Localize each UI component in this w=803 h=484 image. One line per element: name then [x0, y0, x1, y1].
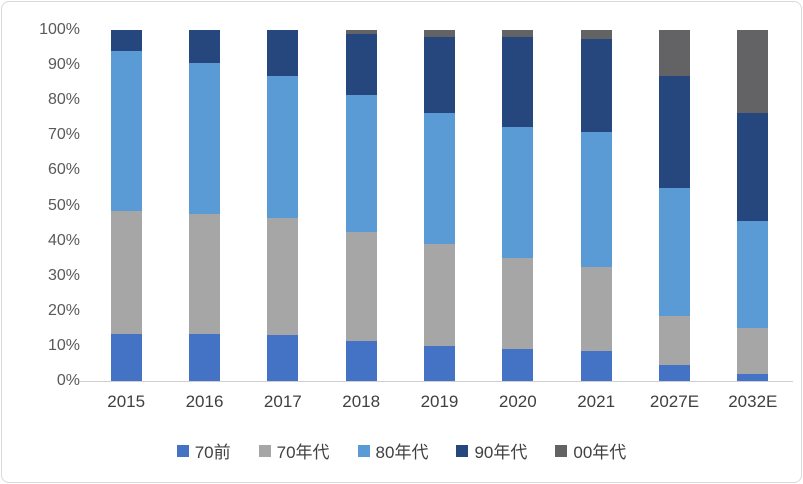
y-tick-label: 40%	[47, 231, 80, 249]
bar-segment-80年代[interactable]	[658, 187, 690, 317]
legend-label: 90年代	[474, 443, 528, 462]
bar-segment-70前[interactable]	[267, 335, 299, 381]
legend-label: 70年代	[276, 443, 330, 462]
bar-2027E[interactable]	[658, 30, 690, 381]
bar-segment-00年代[interactable]	[423, 30, 455, 38]
legend-item-00年代[interactable]: 00年代	[555, 438, 626, 463]
x-tick-label: 2021	[577, 392, 616, 411]
bar-segment-70年代[interactable]	[267, 217, 299, 336]
bar-2020[interactable]	[502, 30, 534, 381]
bar-2021[interactable]	[580, 30, 612, 381]
legend-label: 70前	[194, 443, 231, 462]
legend-label: 00年代	[573, 443, 627, 462]
bar-segment-90年代[interactable]	[110, 30, 142, 52]
bar-segment-90年代[interactable]	[423, 37, 455, 113]
bar-2017[interactable]	[267, 30, 299, 381]
bar-segment-80年代[interactable]	[737, 221, 769, 329]
bar-segment-90年代[interactable]	[267, 30, 299, 76]
bar-segment-70前[interactable]	[580, 351, 612, 381]
bar-segment-70年代[interactable]	[423, 244, 455, 346]
legend-swatch-icon	[176, 444, 189, 457]
bar-segment-00年代[interactable]	[580, 30, 612, 39]
y-tick-label: 30%	[47, 266, 80, 284]
bar-segment-80年代[interactable]	[502, 126, 534, 259]
legend-swatch-icon	[555, 444, 568, 457]
bar-segment-70前[interactable]	[188, 333, 220, 381]
bar-segment-00年代[interactable]	[345, 30, 377, 34]
bar-segment-90年代[interactable]	[345, 33, 377, 95]
legend-item-70前[interactable]: 70前	[176, 438, 231, 463]
bar-segment-80年代[interactable]	[345, 94, 377, 232]
x-tick-label: 2027E	[649, 392, 700, 411]
bar-segment-70年代[interactable]	[110, 210, 142, 334]
bar-segment-70前[interactable]	[502, 349, 534, 381]
bar-segment-90年代[interactable]	[580, 38, 612, 132]
y-tick-label: 100%	[39, 21, 80, 38]
bar-2015[interactable]	[110, 30, 142, 381]
y-tick-label: 10%	[47, 336, 80, 354]
legend: 70前 70年代 80年代 90年代 00年代	[2, 438, 801, 463]
plot-area	[87, 30, 792, 381]
bar-segment-90年代[interactable]	[502, 37, 534, 127]
bar-2016[interactable]	[188, 30, 220, 381]
bar-segment-00年代[interactable]	[658, 30, 690, 76]
y-tick-label: 90%	[47, 56, 80, 74]
bar-segment-80年代[interactable]	[110, 51, 142, 211]
bar-segment-70年代[interactable]	[658, 316, 690, 366]
bar-segment-80年代[interactable]	[188, 63, 220, 215]
bar-2018[interactable]	[345, 30, 377, 381]
bar-segment-00年代[interactable]	[502, 30, 534, 38]
bar-segment-70前[interactable]	[423, 345, 455, 381]
bar-segment-70年代[interactable]	[345, 231, 377, 341]
bar-segment-70前[interactable]	[658, 365, 690, 381]
y-tick-label: 60%	[47, 161, 80, 179]
bar-segment-90年代[interactable]	[188, 30, 220, 64]
x-tick-label: 2020	[498, 392, 537, 411]
bar-segment-70年代[interactable]	[502, 258, 534, 350]
legend-item-70年代[interactable]: 70年代	[258, 438, 330, 463]
x-tick-label: 2015	[107, 392, 146, 411]
bar-segment-70前[interactable]	[110, 333, 142, 381]
legend-item-80年代[interactable]: 80年代	[357, 438, 429, 463]
y-tick-label: 70%	[47, 126, 80, 144]
legend-swatch-icon	[258, 444, 271, 457]
bar-segment-80年代[interactable]	[267, 75, 299, 218]
legend-label: 80年代	[375, 443, 429, 462]
x-axis-line	[80, 381, 793, 382]
bar-segment-90年代[interactable]	[658, 75, 690, 188]
x-tick-label: 2017	[263, 392, 302, 411]
x-tick-label: 2019	[420, 392, 459, 411]
bar-segment-90年代[interactable]	[737, 112, 769, 222]
bar-segment-70年代[interactable]	[737, 328, 769, 374]
y-tick-label: 0%	[56, 372, 80, 389]
bar-segment-00年代[interactable]	[737, 30, 769, 113]
bar-2019[interactable]	[423, 30, 455, 381]
bar-segment-80年代[interactable]	[423, 112, 455, 245]
bar-segment-70前[interactable]	[737, 373, 769, 381]
bar-segment-70年代[interactable]	[580, 266, 612, 352]
x-axis-labels: 2015 2016 2017 2018 2019 2020 2021 2027E 2032E	[87, 392, 792, 412]
bar-segment-80年代[interactable]	[580, 131, 612, 267]
bar-segment-70年代[interactable]	[188, 214, 220, 334]
x-tick-label: 2016	[185, 392, 224, 411]
y-tick-label: 80%	[47, 91, 80, 109]
bars-container	[87, 30, 792, 381]
x-tick-label: 2032E	[728, 392, 778, 411]
y-tick-label: 50%	[47, 196, 80, 214]
y-axis: 100% 90% 80% 70% 60% 50% 40% 30% 20% 10% 0%	[12, 21, 80, 389]
bar-2032E[interactable]	[737, 30, 769, 381]
bar-segment-70前[interactable]	[345, 340, 377, 381]
legend-item-90年代[interactable]: 90年代	[456, 438, 527, 463]
legend-swatch-icon	[456, 444, 469, 457]
legend-swatch-icon	[357, 444, 370, 457]
x-tick-label: 2018	[342, 392, 381, 411]
y-tick-label: 20%	[47, 301, 80, 319]
